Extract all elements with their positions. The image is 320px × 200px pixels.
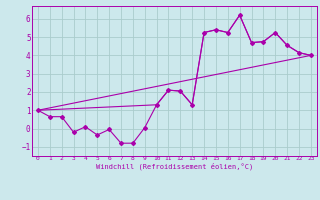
- X-axis label: Windchill (Refroidissement éolien,°C): Windchill (Refroidissement éolien,°C): [96, 162, 253, 170]
